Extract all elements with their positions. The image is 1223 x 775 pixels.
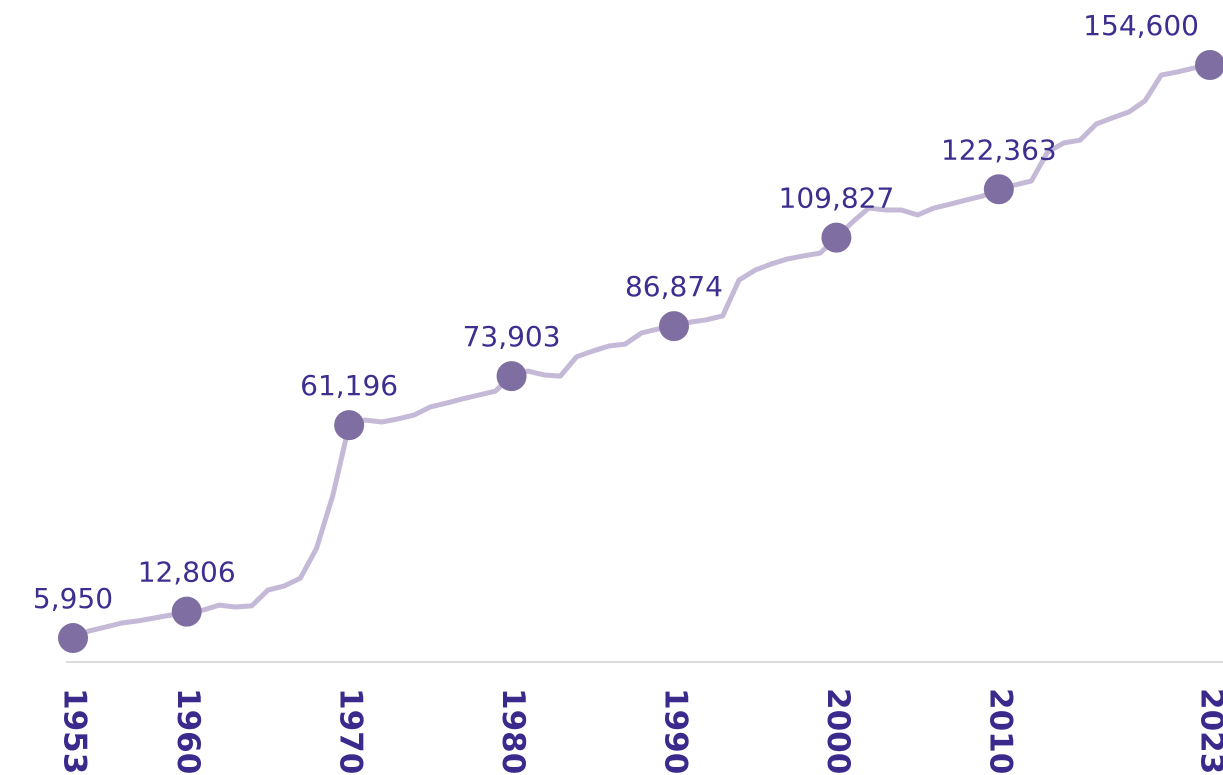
data-point: [821, 222, 852, 253]
data-point: [334, 410, 365, 441]
data-point: [58, 623, 88, 654]
value-label: 109,827: [779, 182, 895, 215]
x-tick-label: 1953: [57, 688, 93, 774]
x-tick-label: 2010: [982, 688, 1018, 774]
x-tick-label: 2023: [1194, 688, 1223, 774]
value-label: 73,903: [463, 320, 561, 353]
data-point: [1195, 50, 1223, 80]
value-label: 154,600: [1083, 9, 1199, 42]
data-point: [171, 596, 202, 627]
x-tick-label: 1970: [333, 688, 369, 774]
value-label: 12,806: [138, 556, 236, 589]
data-point: [983, 174, 1014, 205]
x-tick-label: 1980: [495, 688, 531, 774]
value-label: 61,196: [300, 369, 398, 402]
data-point: [658, 311, 689, 342]
x-tick-label: 1990: [657, 688, 693, 774]
value-label: 86,874: [625, 270, 723, 303]
data-line: [71, 62, 1211, 641]
value-label: 5,950: [33, 582, 113, 615]
x-tick-label: 2000: [820, 688, 856, 774]
value-label: 122,363: [941, 133, 1057, 166]
data-point: [496, 361, 527, 392]
x-tick-label: 1960: [170, 688, 206, 774]
